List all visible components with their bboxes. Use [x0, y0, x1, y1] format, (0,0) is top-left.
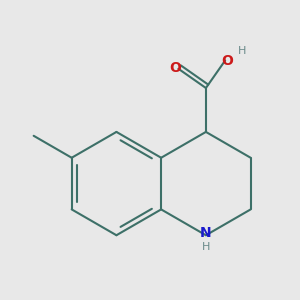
Text: H: H: [238, 46, 246, 56]
Text: O: O: [169, 61, 181, 75]
Text: H: H: [202, 242, 210, 252]
Text: O: O: [221, 53, 232, 68]
Text: N: N: [200, 226, 212, 240]
